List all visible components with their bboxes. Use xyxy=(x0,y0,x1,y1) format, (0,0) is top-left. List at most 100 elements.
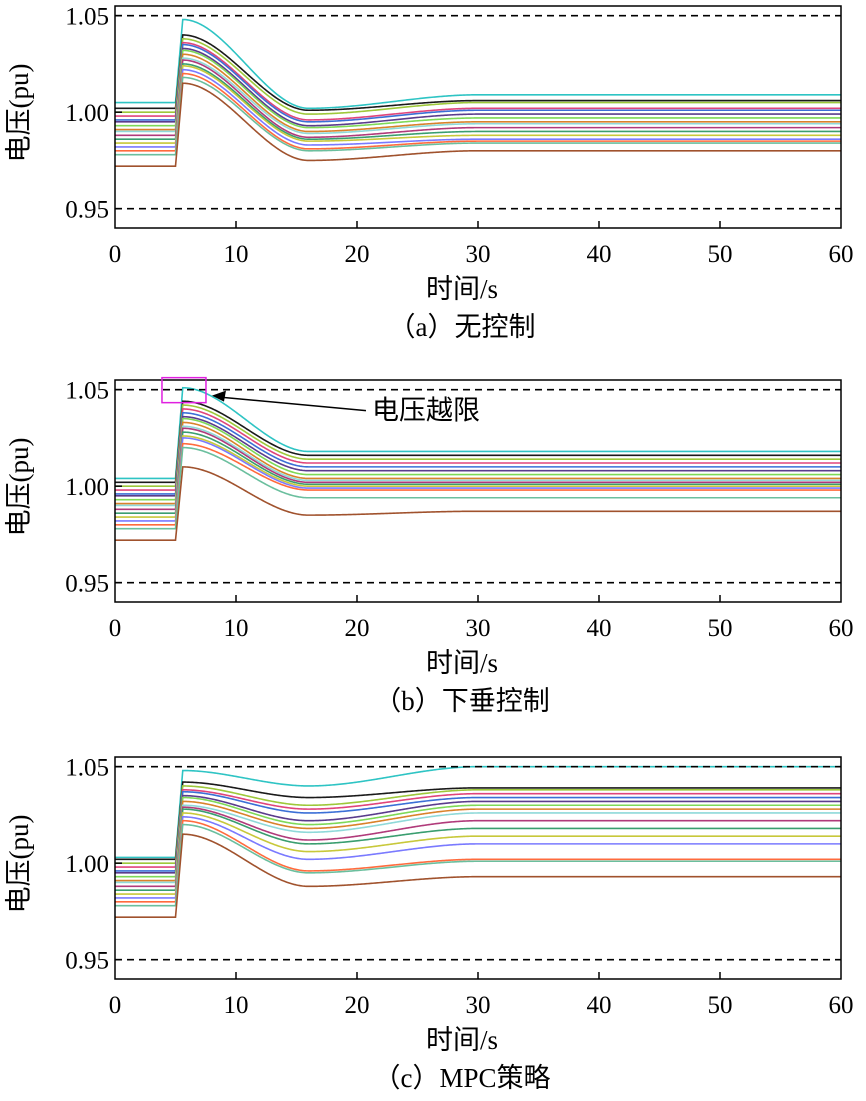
panel-b-yticks: 0.95 1.00 1.05 xyxy=(65,378,109,598)
panel-b-caption: （b）下垂控制 xyxy=(374,686,550,716)
panel-c-series-line-s6 xyxy=(115,794,841,874)
panel-b-violation-highlight-box xyxy=(161,376,207,404)
panel-c-series-line-s4 xyxy=(115,789,841,868)
panel-a-series-line-s10 xyxy=(115,59,841,139)
panel-a-xtick-label: 20 xyxy=(345,241,370,268)
panel-b: 电压越限 0 10 20 30 40 50 60 0.95 1.00 1.05 … xyxy=(4,376,854,716)
panel-a-series-line-s6 xyxy=(115,47,841,127)
panel-c-xlabel: 时间/s xyxy=(426,1025,498,1055)
panel-c-xtick-label: 60 xyxy=(829,992,854,1019)
panel-c-series-line-s3 xyxy=(115,785,841,864)
panel-b-series-line-s1 xyxy=(115,386,841,480)
panel-b-series-line-s13 xyxy=(115,437,841,522)
panel-b-annotation-arrow xyxy=(219,396,367,412)
panel-c-xtick-label: 30 xyxy=(466,992,491,1019)
panel-a-xtick-label: 30 xyxy=(466,241,491,268)
panel-c-series-line-s13 xyxy=(115,816,841,899)
panel-b-series-line-s3 xyxy=(115,404,841,487)
panel-c-ylabel: 电压(pu) xyxy=(4,815,34,914)
panel-b-xtick-label: 60 xyxy=(829,615,854,642)
panel-a: 0 10 20 30 40 50 60 0.95 1.00 1.05 时间/s … xyxy=(4,4,854,342)
panel-c-series-line-s14 xyxy=(115,819,841,903)
panel-a-series-line-s2 xyxy=(115,34,841,112)
panel-a-xlabel: 时间/s xyxy=(426,274,498,304)
panel-b-xtick-label: 0 xyxy=(109,615,122,642)
panel-b-series xyxy=(115,386,841,542)
panel-b-xtick-label: 50 xyxy=(708,615,733,642)
panel-b-annotation-text: 电压越限 xyxy=(372,396,480,426)
panel-c-ytick-label: 1.00 xyxy=(65,851,109,878)
panel-a-series-line-s8 xyxy=(115,53,841,133)
panel-b-series-line-s12 xyxy=(115,435,841,518)
panel-a-series-line-s7 xyxy=(115,49,841,129)
panel-c-series-line-s2 xyxy=(115,781,841,861)
panel-a-ylabel: 电压(pu) xyxy=(4,64,34,163)
panel-b-series-line-s11 xyxy=(115,431,841,514)
panel-b-series-line-s8 xyxy=(115,421,841,505)
panel-b-xtick-label: 30 xyxy=(466,615,491,642)
panel-a-series-line-s9 xyxy=(115,57,841,135)
panel-a-ytick-label: 0.95 xyxy=(65,197,109,224)
panel-b-series-line-s14 xyxy=(115,442,841,526)
panel-c-series-line-s5 xyxy=(115,790,841,872)
panel-a-xtick-label: 50 xyxy=(708,241,733,268)
panel-b-xtick-label: 10 xyxy=(224,615,249,642)
panel-a-series-line-s12 xyxy=(115,65,841,144)
panel-b-series-line-s15 xyxy=(115,446,841,530)
panel-b-annotation-arrowhead xyxy=(211,390,226,402)
panel-a-series-line-s11 xyxy=(115,63,841,140)
panel-a-yticks: 0.95 1.00 1.05 xyxy=(65,4,109,224)
panel-c-ytick-label: 0.95 xyxy=(65,948,109,975)
panel-c-series-line-s16 xyxy=(115,833,841,919)
panel-b-xticks: 0 10 20 30 40 50 60 xyxy=(109,615,854,642)
panel-c-xtick-label: 50 xyxy=(708,992,733,1019)
panel-b-series-line-s5 xyxy=(115,412,841,495)
panel-b-series-line-s7 xyxy=(115,417,841,501)
panel-a-series-line-s15 xyxy=(115,76,841,156)
panel-b-ytick-label: 1.00 xyxy=(65,474,109,501)
panel-b-ytick-label: 1.05 xyxy=(65,378,109,405)
panel-a-series-line-s3 xyxy=(115,38,841,115)
panel-b-series-line-s10 xyxy=(115,427,841,511)
panel-c-series-line-s7 xyxy=(115,796,841,878)
panel-a-xtick-label: 0 xyxy=(109,241,122,268)
panel-c-series-line-s12 xyxy=(115,812,841,895)
panel-a-series-line-s16 xyxy=(115,82,841,168)
panel-c-series-line-s9 xyxy=(115,804,841,884)
panel-a-xtick-label: 40 xyxy=(587,241,612,268)
panel-b-xtick-label: 40 xyxy=(587,615,612,642)
panel-c-xtick-label: 0 xyxy=(109,992,122,1019)
panel-c: 0 10 20 30 40 50 60 0.95 1.00 1.05 时间/s … xyxy=(4,755,854,1093)
panel-a-series-line-s14 xyxy=(115,72,841,152)
panel-b-series-line-s9 xyxy=(115,425,841,507)
panel-c-xticks: 0 10 20 30 40 50 60 xyxy=(109,992,854,1019)
panel-a-series-line-s1 xyxy=(115,18,841,110)
panel-c-caption: （c）MPC策略 xyxy=(373,1063,550,1093)
panel-b-series-line-s6 xyxy=(115,415,841,497)
panel-c-series-line-s15 xyxy=(115,823,841,907)
panel-b-series-line-s4 xyxy=(115,408,841,491)
panel-a-series-line-s13 xyxy=(115,68,841,148)
panel-c-series xyxy=(115,765,841,919)
panel-a-plot-frame xyxy=(114,5,842,229)
panel-c-xtick-label: 40 xyxy=(587,992,612,1019)
panel-a-xtick-label: 60 xyxy=(829,241,854,268)
panel-a-ytick-label: 1.00 xyxy=(65,100,109,127)
panel-c-series-line-s11 xyxy=(115,808,841,891)
panel-a-series-line-s4 xyxy=(115,41,841,121)
panel-b-series-line-s16 xyxy=(115,466,841,542)
panel-b-xtick-label: 20 xyxy=(345,615,370,642)
panel-b-xlabel: 时间/s xyxy=(426,648,498,678)
panel-c-series-line-s8 xyxy=(115,800,841,882)
panel-a-xticks: 0 10 20 30 40 50 60 xyxy=(109,241,854,268)
panel-b-ylabel: 电压(pu) xyxy=(4,438,34,537)
panel-b-ytick-label: 0.95 xyxy=(65,571,109,598)
panel-c-series-line-s10 xyxy=(115,806,841,888)
panel-c-ytick-label: 1.05 xyxy=(65,755,109,782)
panel-c-xtick-label: 10 xyxy=(224,992,249,1019)
panel-a-caption: （a）无控制 xyxy=(389,312,536,342)
panel-a-series xyxy=(115,18,841,168)
panel-b-series-line-s2 xyxy=(115,400,841,484)
panel-a-xtick-label: 10 xyxy=(224,241,249,268)
